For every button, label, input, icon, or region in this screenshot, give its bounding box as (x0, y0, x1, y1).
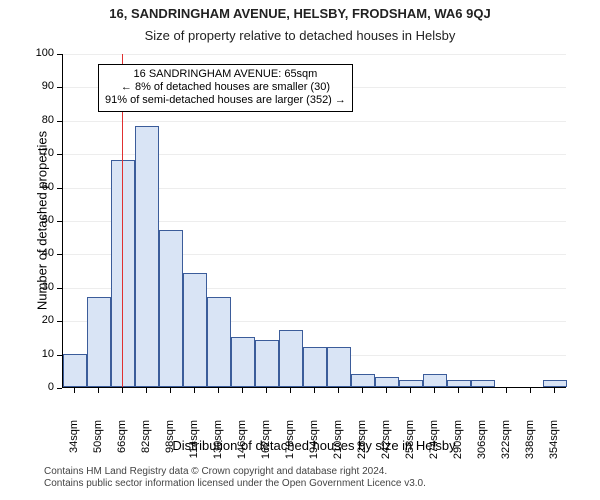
y-tick-mark (57, 54, 62, 55)
histogram-bar (447, 380, 471, 387)
x-tick-label: 178sqm (284, 420, 296, 464)
y-tick-mark (57, 121, 62, 122)
footer-line-1: Contains HM Land Registry data © Crown c… (44, 466, 426, 478)
y-tick-label: 10 (28, 348, 54, 360)
x-tick-mark (290, 388, 291, 393)
x-tick-mark (530, 388, 531, 393)
x-tick-label: 98sqm (164, 420, 176, 464)
histogram-bar (471, 380, 495, 387)
y-tick-label: 60 (28, 181, 54, 193)
x-tick-mark (146, 388, 147, 393)
x-tick-label: 290sqm (452, 420, 464, 464)
histogram-bar (207, 297, 231, 387)
x-tick-mark (338, 388, 339, 393)
grid-line (63, 54, 566, 55)
x-tick-mark (314, 388, 315, 393)
x-tick-label: 274sqm (428, 420, 440, 464)
footer-text: Contains HM Land Registry data © Crown c… (44, 466, 426, 490)
x-tick-label: 50sqm (92, 420, 104, 464)
x-tick-label: 210sqm (332, 420, 344, 464)
x-tick-mark (362, 388, 363, 393)
y-tick-label: 40 (28, 247, 54, 259)
histogram-bar (159, 230, 183, 387)
x-tick-mark (266, 388, 267, 393)
histogram-bar (375, 377, 399, 387)
x-tick-mark (386, 388, 387, 393)
x-tick-label: 306sqm (476, 420, 488, 464)
x-tick-label: 34sqm (68, 420, 80, 464)
y-tick-mark (57, 188, 62, 189)
x-tick-mark (122, 388, 123, 393)
x-tick-mark (242, 388, 243, 393)
y-tick-label: 30 (28, 281, 54, 293)
x-tick-mark (170, 388, 171, 393)
x-tick-label: 146sqm (236, 420, 248, 464)
x-tick-label: 66sqm (116, 420, 128, 464)
histogram-bar (111, 160, 135, 387)
histogram-bar (135, 126, 159, 387)
histogram-bar (399, 380, 423, 387)
y-tick-label: 50 (28, 214, 54, 226)
histogram-bar (183, 273, 207, 387)
y-tick-label: 0 (28, 381, 54, 393)
chart-container: 16, SANDRINGHAM AVENUE, HELSBY, FRODSHAM… (0, 0, 600, 500)
x-tick-label: 354sqm (548, 420, 560, 464)
footer-line-2: Contains public sector information licen… (44, 478, 426, 490)
annotation-line-3: 91% of semi-detached houses are larger (… (105, 94, 346, 107)
x-tick-label: 258sqm (404, 420, 416, 464)
y-tick-label: 100 (28, 47, 54, 59)
x-tick-mark (482, 388, 483, 393)
x-tick-mark (218, 388, 219, 393)
x-tick-mark (194, 388, 195, 393)
histogram-bar (423, 374, 447, 387)
histogram-bar (543, 380, 567, 387)
x-tick-mark (458, 388, 459, 393)
histogram-bar (255, 340, 279, 387)
x-tick-mark (98, 388, 99, 393)
x-tick-label: 338sqm (524, 420, 536, 464)
y-tick-mark (57, 87, 62, 88)
annotation-box: 16 SANDRINGHAM AVENUE: 65sqm← 8% of deta… (98, 64, 353, 112)
x-tick-label: 242sqm (380, 420, 392, 464)
annotation-line-2: ← 8% of detached houses are smaller (30) (105, 81, 346, 94)
x-tick-label: 226sqm (356, 420, 368, 464)
x-tick-mark (74, 388, 75, 393)
y-tick-mark (57, 388, 62, 389)
y-tick-mark (57, 254, 62, 255)
histogram-bar (87, 297, 111, 387)
x-tick-mark (410, 388, 411, 393)
y-tick-mark (57, 154, 62, 155)
x-tick-label: 114sqm (188, 420, 200, 464)
histogram-bar (231, 337, 255, 387)
x-tick-mark (554, 388, 555, 393)
y-tick-mark (57, 321, 62, 322)
x-tick-label: 82sqm (140, 420, 152, 464)
y-tick-label: 90 (28, 80, 54, 92)
chart-title-address: 16, SANDRINGHAM AVENUE, HELSBY, FRODSHAM… (0, 6, 600, 21)
histogram-bar (303, 347, 327, 387)
x-tick-label: 194sqm (308, 420, 320, 464)
x-tick-mark (506, 388, 507, 393)
histogram-bar (279, 330, 303, 387)
grid-line (63, 121, 566, 122)
y-tick-mark (57, 355, 62, 356)
y-tick-label: 70 (28, 147, 54, 159)
x-tick-label: 162sqm (260, 420, 272, 464)
y-tick-mark (57, 288, 62, 289)
histogram-bar (63, 354, 87, 387)
annotation-line-1: 16 SANDRINGHAM AVENUE: 65sqm (105, 68, 346, 81)
x-tick-label: 130sqm (212, 420, 224, 464)
x-tick-label: 322sqm (500, 420, 512, 464)
chart-title-description: Size of property relative to detached ho… (0, 28, 600, 43)
x-tick-mark (434, 388, 435, 393)
y-tick-mark (57, 221, 62, 222)
histogram-bar (327, 347, 351, 387)
histogram-bar (351, 374, 375, 387)
y-tick-label: 80 (28, 114, 54, 126)
y-tick-label: 20 (28, 314, 54, 326)
